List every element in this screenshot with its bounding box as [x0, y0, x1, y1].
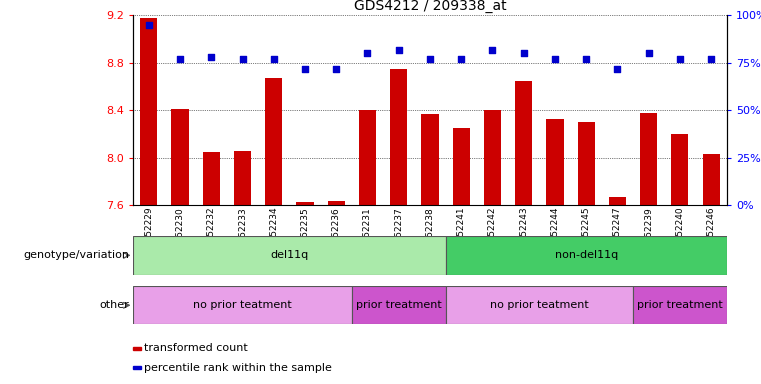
Point — [361, 50, 374, 56]
Bar — [140, 18, 158, 205]
Bar — [133, 366, 141, 369]
Text: prior treatment: prior treatment — [637, 300, 723, 310]
Point — [549, 56, 561, 62]
Point — [486, 46, 498, 53]
Bar — [390, 69, 407, 205]
Bar — [578, 122, 595, 205]
Bar — [633, 286, 727, 324]
Bar — [453, 128, 470, 205]
Point — [393, 46, 405, 53]
Point — [580, 56, 592, 62]
Point — [673, 56, 686, 62]
Point — [268, 56, 280, 62]
Point — [174, 56, 186, 62]
Point — [143, 22, 155, 28]
Point — [424, 56, 436, 62]
Bar — [133, 286, 352, 324]
Bar — [265, 78, 282, 205]
Text: non-del11q: non-del11q — [555, 250, 618, 260]
Text: percentile rank within the sample: percentile rank within the sample — [145, 363, 333, 373]
Bar — [328, 201, 345, 205]
Bar — [484, 111, 501, 205]
Bar — [133, 347, 141, 350]
Bar — [171, 109, 189, 205]
Bar — [422, 114, 438, 205]
Bar — [671, 134, 689, 205]
Bar — [446, 286, 633, 324]
Point — [299, 66, 311, 72]
Point — [611, 66, 623, 72]
Bar — [133, 236, 446, 275]
Text: other: other — [100, 300, 129, 310]
Bar — [296, 202, 314, 205]
Point — [642, 50, 654, 56]
Text: prior treatment: prior treatment — [356, 300, 441, 310]
Point — [705, 56, 717, 62]
Point — [455, 56, 467, 62]
Point — [517, 50, 530, 56]
Bar — [515, 81, 532, 205]
Text: genotype/variation: genotype/variation — [24, 250, 129, 260]
Bar — [359, 111, 376, 205]
Bar — [202, 152, 220, 205]
Title: GDS4212 / 209338_at: GDS4212 / 209338_at — [354, 0, 506, 13]
Text: transformed count: transformed count — [145, 343, 248, 353]
Point — [205, 54, 218, 60]
Text: del11q: del11q — [270, 250, 308, 260]
Text: no prior teatment: no prior teatment — [193, 300, 292, 310]
Text: no prior teatment: no prior teatment — [490, 300, 589, 310]
Bar — [546, 119, 563, 205]
Bar — [609, 197, 626, 205]
Point — [330, 66, 342, 72]
Bar — [446, 236, 727, 275]
Bar — [640, 113, 658, 205]
Bar — [702, 154, 720, 205]
Point — [237, 56, 249, 62]
Bar — [234, 151, 251, 205]
Bar — [352, 286, 446, 324]
